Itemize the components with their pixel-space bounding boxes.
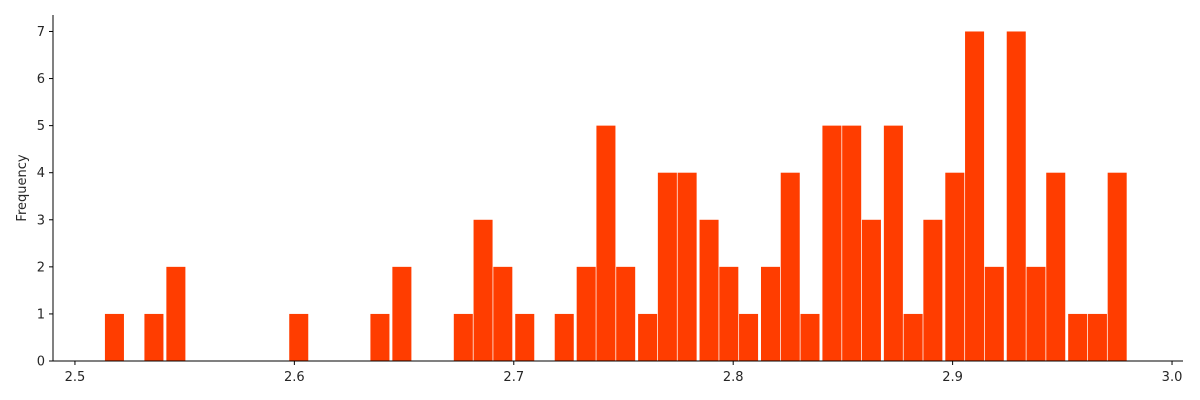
histogram-bar (657, 172, 677, 361)
histogram-bar (616, 266, 636, 361)
y-tick-label: 4 (37, 166, 45, 181)
y-tick-label: 0 (37, 355, 45, 370)
y-tick-label: 7 (37, 25, 45, 40)
histogram-bar (493, 266, 513, 361)
histogram-bar (699, 219, 719, 361)
y-axis-label: Frequency (15, 154, 30, 221)
histogram-bar (166, 266, 186, 361)
y-tick-label: 5 (37, 119, 45, 134)
histogram-bar (677, 172, 697, 361)
y-ticks-group: 0 1 2 3 4 5 6 7 (37, 25, 53, 370)
histogram-bar (473, 219, 493, 361)
histogram-bar (1006, 31, 1026, 361)
histogram-bar (104, 313, 124, 361)
histogram-bar (945, 172, 965, 361)
bars-group (104, 31, 1127, 361)
y-tick-label: 2 (37, 260, 45, 275)
histogram-bar (596, 125, 616, 361)
histogram-bar (515, 313, 535, 361)
histogram-bar (800, 313, 820, 361)
x-tick-label: 2.9 (942, 370, 963, 385)
histogram-bar (719, 266, 739, 361)
histogram-bar (965, 31, 985, 361)
histogram-bar (861, 219, 881, 361)
histogram-bar (923, 219, 943, 361)
histogram-bar (739, 313, 759, 361)
x-tick-label: 2.8 (723, 370, 744, 385)
histogram-bar (638, 313, 658, 361)
histogram-bar (822, 125, 842, 361)
histogram-bar (1068, 313, 1088, 361)
histogram-bar (760, 266, 781, 361)
histogram-bar (780, 172, 800, 361)
y-tick-label: 6 (37, 72, 45, 87)
x-ticks-group: 2.5 2.6 2.7 2.8 2.9 3.0 (65, 361, 1183, 385)
histogram-bar (453, 313, 473, 361)
x-tick-label: 3.0 (1162, 370, 1183, 385)
histogram-bar (883, 125, 903, 361)
x-tick-label: 2.7 (503, 370, 524, 385)
histogram-bar (554, 313, 574, 361)
histogram-bar (289, 313, 309, 361)
histogram-bar (370, 313, 390, 361)
histogram-bar (1046, 172, 1066, 361)
histogram-bar (1107, 172, 1127, 361)
histogram-bar (1026, 266, 1046, 361)
histogram-bar (1087, 313, 1107, 361)
y-tick-label: 1 (37, 307, 45, 322)
x-tick-label: 2.5 (65, 370, 86, 385)
histogram-bar (842, 125, 862, 361)
y-tick-label: 3 (37, 213, 45, 228)
histogram-bar (984, 266, 1004, 361)
histogram-bar (903, 313, 923, 361)
histogram-bar (392, 266, 412, 361)
histogram-bar (576, 266, 596, 361)
histogram-bar (144, 313, 164, 361)
x-tick-label: 2.6 (284, 370, 305, 385)
